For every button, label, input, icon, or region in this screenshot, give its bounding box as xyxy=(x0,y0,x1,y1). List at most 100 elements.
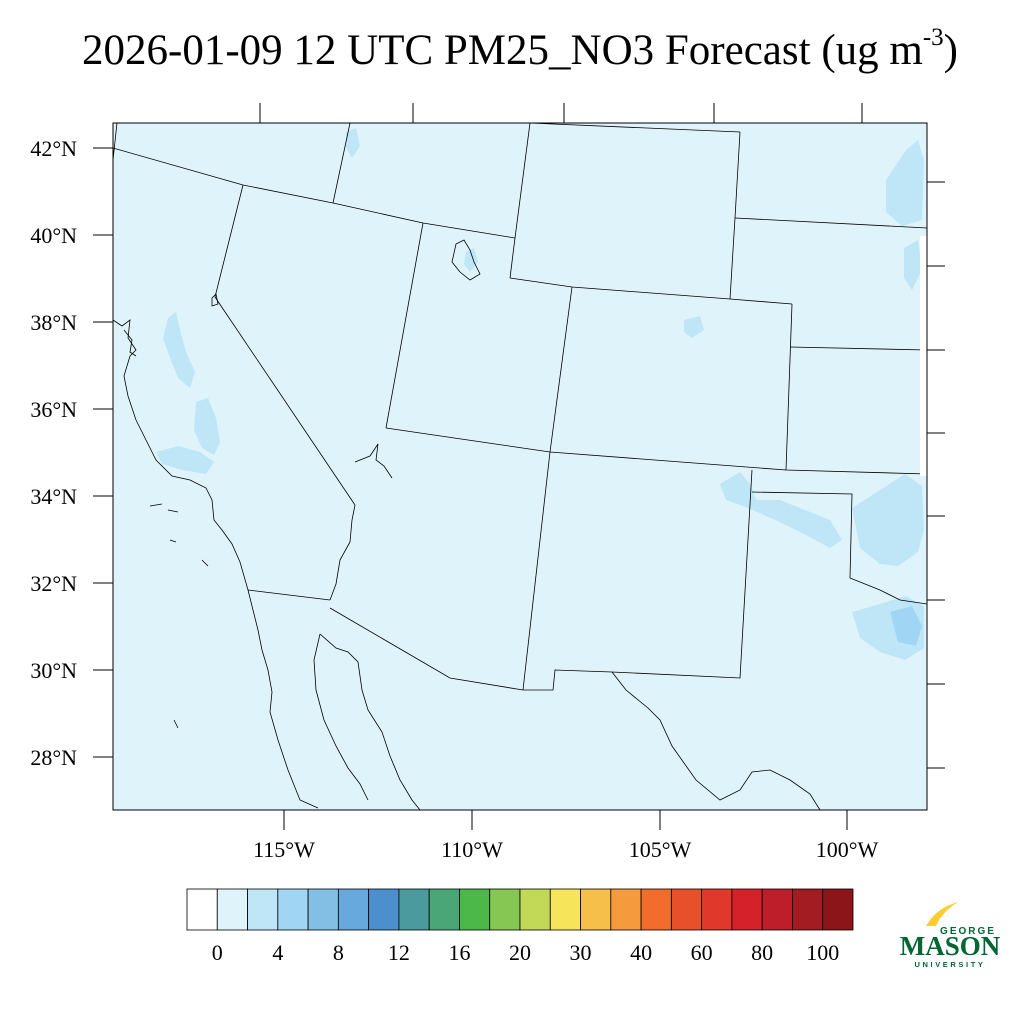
colorbar-box xyxy=(247,888,279,931)
border-montana-wyoming xyxy=(529,122,741,133)
pacific-coastline xyxy=(112,122,319,809)
logo-george: GEORGE xyxy=(940,926,996,937)
patch-idaho xyxy=(346,128,360,158)
border-california-mexico xyxy=(247,589,331,601)
colorbar-box xyxy=(186,888,218,931)
colorbar-box xyxy=(640,888,672,931)
logo-mason: MASON xyxy=(900,931,1001,961)
border-arizona-new-mexico xyxy=(522,451,551,691)
colorbar-label: 4 xyxy=(272,940,283,965)
san-francisco-bay xyxy=(123,329,137,357)
logo-university: UNIVERSITY xyxy=(914,960,985,969)
colorbar-label: 0 xyxy=(212,940,223,965)
title-close: ) xyxy=(943,27,958,74)
colorbar-labels: 0 4 8 12 16 20 30 40 60 80 100 xyxy=(212,940,839,965)
axis-ticks xyxy=(93,103,945,830)
border-utah-arizona xyxy=(385,222,424,429)
border-colorado-kansas xyxy=(785,303,793,471)
colorbar-label: 40 xyxy=(630,940,652,965)
border-four-corners-line xyxy=(385,427,928,475)
border-new-mexico-texas xyxy=(611,469,753,679)
logo-flame xyxy=(926,902,958,926)
lat-label: 30°N xyxy=(30,658,77,683)
page-title: 2026-01-09 12 UTC PM25_NO3 Forecast (ug … xyxy=(0,23,1024,75)
lat-label: 40°N xyxy=(30,223,77,248)
longitude-labels: 115°W 110°W 105°W 100°W xyxy=(253,837,878,862)
coastlines xyxy=(112,122,821,811)
george-mason-logo: GEORGE MASON UNIVERSITY xyxy=(900,902,1001,969)
lake-tahoe xyxy=(211,293,219,307)
colorbar-box xyxy=(731,888,763,931)
lon-label: 110°W xyxy=(441,837,503,862)
colorbar-label: 8 xyxy=(333,940,344,965)
data-edge-strip xyxy=(920,236,927,476)
colorbar-box xyxy=(761,888,793,931)
colorbar-label: 30 xyxy=(570,940,592,965)
map-frame xyxy=(112,122,928,811)
title-text: 2026-01-09 12 UTC PM25_NO3 Forecast (ug … xyxy=(82,27,923,74)
colorbar-box xyxy=(519,888,551,931)
latitude-labels: 42°N 40°N 38°N 36°N 34°N 32°N 30°N 28°N xyxy=(30,136,77,770)
colorbar-box xyxy=(428,888,460,931)
colorbar-label: 80 xyxy=(751,940,773,965)
title-superscript: -3 xyxy=(922,23,944,51)
lake-mead xyxy=(354,443,393,479)
border-utah-colorado xyxy=(549,286,573,453)
lat-label: 36°N xyxy=(30,397,77,422)
border-utah-wyoming xyxy=(509,237,516,279)
lat-label: 34°N xyxy=(30,484,77,509)
patch-san-joaquin xyxy=(194,398,220,455)
colorbar-box xyxy=(610,888,642,931)
colorbar-label: 12 xyxy=(388,940,410,965)
colorbar: 0 4 8 12 16 20 30 40 60 80 100 xyxy=(186,888,854,965)
colorbar-box xyxy=(368,888,400,931)
great-salt-lake xyxy=(451,239,481,281)
colorbar-boxes xyxy=(186,888,854,931)
gulf-of-california-east xyxy=(319,633,421,811)
state-boundaries xyxy=(112,122,928,691)
colorbar-box xyxy=(337,888,370,931)
lat-label: 32°N xyxy=(30,571,77,596)
colorbar-box xyxy=(792,888,824,931)
patch-central-valley xyxy=(163,312,195,388)
border-wyoming-south xyxy=(509,277,793,305)
border-kansas-oklahoma xyxy=(789,346,928,351)
colorbar-box xyxy=(459,888,491,931)
colorbar-box xyxy=(398,888,430,931)
border-texas-oklahoma xyxy=(751,491,928,605)
channel-islands xyxy=(149,503,209,729)
colorado-river xyxy=(329,504,356,601)
border-nevada-california xyxy=(214,184,356,506)
map-background xyxy=(113,123,927,810)
border-arizona-mexico xyxy=(329,607,613,691)
lat-label: 42°N xyxy=(30,136,77,161)
colorbar-box xyxy=(216,888,248,931)
colorbar-box xyxy=(580,888,612,931)
rio-grande xyxy=(611,671,821,811)
patch-kansas xyxy=(904,240,922,290)
colorbar-box xyxy=(307,888,339,931)
colorbar-label: 100 xyxy=(806,940,839,965)
colorbar-box xyxy=(822,888,854,931)
colorbar-label: 60 xyxy=(691,940,713,965)
colorbar-box xyxy=(277,888,309,931)
lon-label: 115°W xyxy=(253,837,315,862)
border-south-dakota xyxy=(734,217,928,229)
border-idaho-nevada-utah xyxy=(332,122,351,204)
colorbar-box xyxy=(549,888,581,931)
patch-nebraska xyxy=(886,140,924,226)
colorbar-box xyxy=(670,888,703,931)
lon-label: 100°W xyxy=(816,837,879,862)
gulf-of-california-west xyxy=(313,633,369,801)
colorbar-box xyxy=(489,888,521,931)
colorbar-box xyxy=(701,888,733,931)
colorbar-label: 20 xyxy=(509,940,531,965)
patch-colorado xyxy=(684,316,704,338)
lon-label: 105°W xyxy=(629,837,692,862)
patch-central-texas-core xyxy=(890,606,922,646)
patch-la-basin xyxy=(156,446,214,474)
patch-utah xyxy=(464,248,478,272)
border-idaho-wyoming xyxy=(514,122,531,239)
patch-oklahoma xyxy=(852,474,924,566)
